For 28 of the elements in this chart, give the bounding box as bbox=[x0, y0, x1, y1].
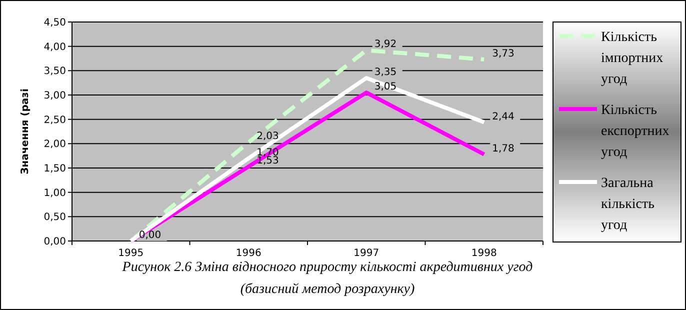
x-tick-label: 1996 bbox=[236, 248, 262, 259]
data-label: 1,53 bbox=[256, 156, 279, 167]
data-label: 2,03 bbox=[256, 131, 279, 142]
x-tick-label: 1997 bbox=[354, 248, 380, 259]
y-tick-label: 1,50 bbox=[44, 164, 66, 174]
legend-label: Кількість експортних угод bbox=[601, 102, 670, 160]
y-tick-label: 2,50 bbox=[44, 114, 66, 126]
data-label: 3,05 bbox=[374, 82, 397, 93]
data-label: 3,92 bbox=[374, 39, 397, 50]
data-label: 1,78 bbox=[492, 143, 514, 154]
legend-label: Кількість імпортних угод bbox=[601, 30, 664, 87]
y-tick-label: 1,00 bbox=[44, 188, 66, 199]
y-tick-label: 4,00 bbox=[44, 42, 66, 53]
data-label: 3,73 bbox=[492, 48, 514, 60]
y-tick-label: 3,50 bbox=[44, 66, 66, 78]
x-tick-label: 1998 bbox=[471, 248, 497, 259]
data-label: 3,35 bbox=[374, 66, 397, 78]
data-label: 2,44 bbox=[492, 111, 514, 122]
text: (базисний метод розрахунку) bbox=[240, 282, 416, 297]
y-tick-label: 0,00 bbox=[44, 236, 66, 248]
y-tick-label: 0,50 bbox=[44, 212, 66, 224]
text: Рисунок 2.6 Зміна відносного приросту кількості акредитивних угод bbox=[121, 260, 533, 275]
y-axis-title: Значення (разі bbox=[20, 88, 31, 174]
legend-label: Загальна кількість угод bbox=[601, 176, 654, 233]
y-tick-label: 4,50 bbox=[44, 18, 66, 28]
y-tick-label: 2,00 bbox=[44, 139, 66, 150]
x-tick-label: 1995 bbox=[118, 248, 144, 259]
y-tick-label: 3,00 bbox=[44, 90, 66, 102]
